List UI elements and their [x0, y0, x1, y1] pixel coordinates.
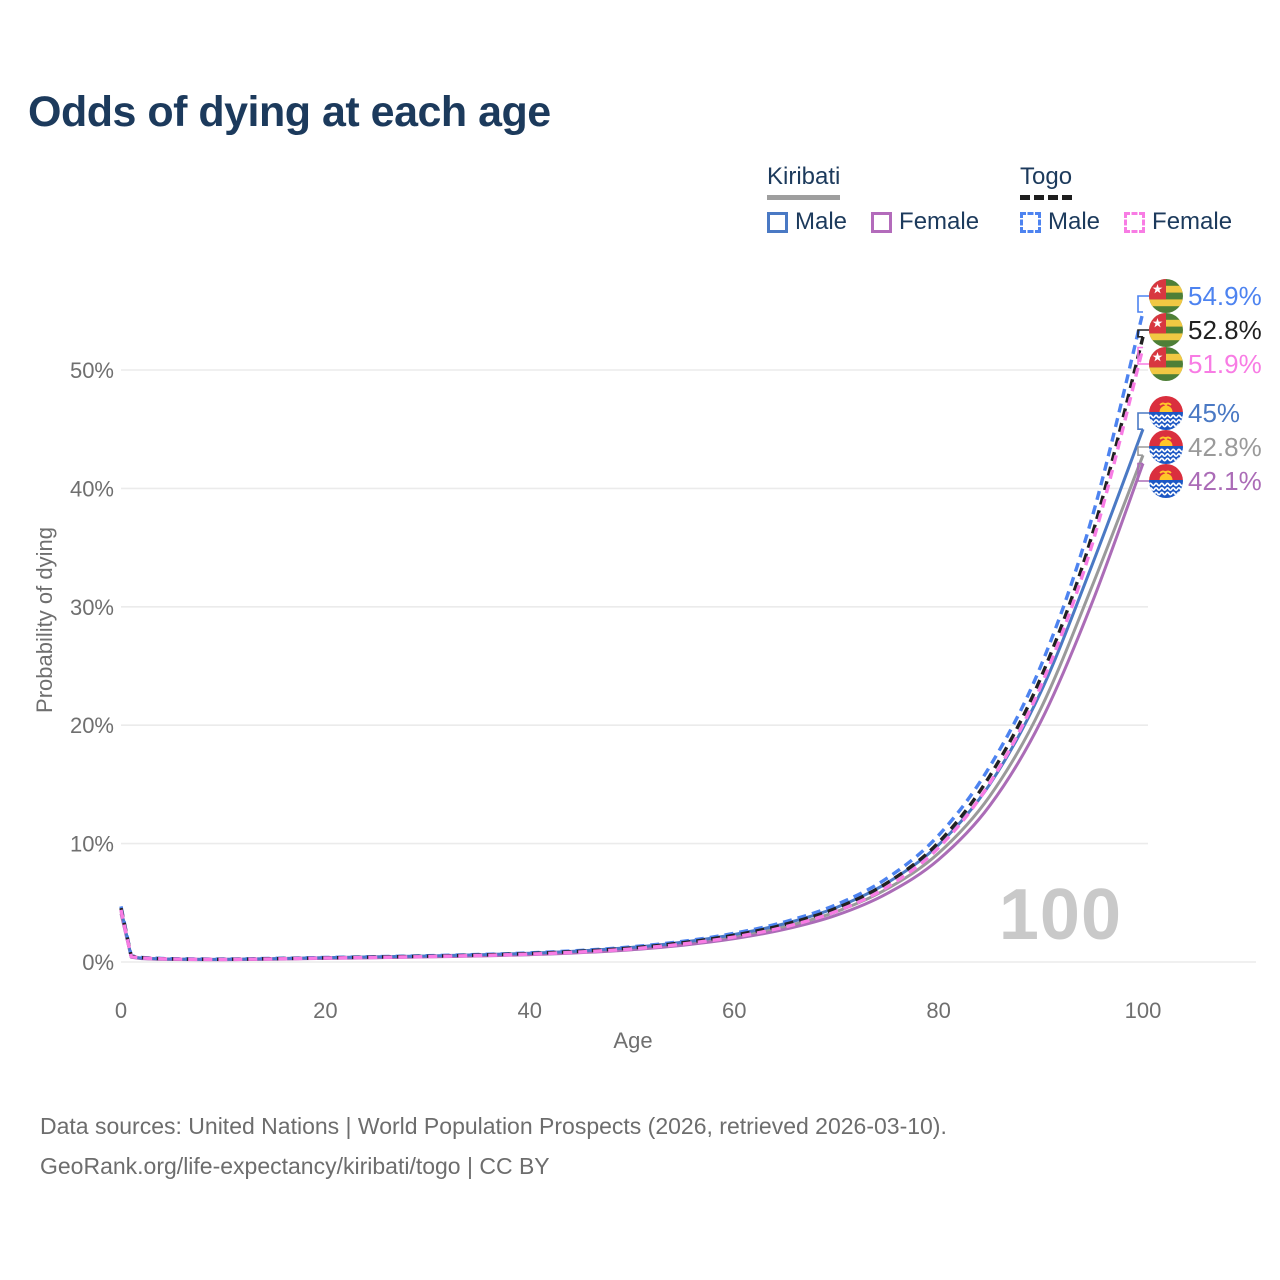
- series-line-togo-male[interactable]: [119, 311, 1145, 961]
- footer: Data sources: United Nations | World Pop…: [40, 1106, 947, 1186]
- y-tick-label: 10%: [70, 832, 114, 857]
- legend-item-kiribati-female[interactable]: Female: [871, 208, 979, 236]
- kiribati-flag-icon: [1149, 464, 1183, 498]
- x-tick-label: 20: [313, 998, 337, 1023]
- y-tick-label: 20%: [70, 713, 114, 738]
- y-tick-label: 40%: [70, 476, 114, 501]
- endpoint-label-togo-male: 54.9%: [1149, 279, 1262, 313]
- endpoint-label-kiribati-both: 42.8%: [1149, 430, 1262, 464]
- leader-line: [1137, 462, 1149, 482]
- kiribati-flag-icon: [1149, 430, 1183, 464]
- x-axis-title: Age: [613, 1028, 652, 1053]
- togo-flag-icon: [1149, 313, 1183, 347]
- x-tick-label: 60: [722, 998, 746, 1023]
- leader-line: [1137, 446, 1149, 456]
- legend-group-kiribati: Kiribati Male Female: [767, 163, 979, 236]
- leader-line: [1137, 295, 1149, 313]
- legend-country-togo[interactable]: Togo: [1020, 163, 1073, 200]
- leader-line: [1137, 346, 1149, 365]
- endpoint-label-togo-both: 52.8%: [1149, 313, 1262, 347]
- leader-line: [1137, 412, 1149, 430]
- endpoint-value: 52.8%: [1188, 314, 1262, 345]
- x-tick-label: 100: [1125, 998, 1162, 1023]
- endpoint-label-kiribati-male: 45%: [1149, 396, 1240, 430]
- legend-label-togo-female: Female: [1152, 208, 1233, 235]
- endpoint-label-togo-female: 51.9%: [1149, 347, 1262, 381]
- legend-label-kiribati-male: Male: [795, 208, 848, 235]
- x-tick-label: 40: [518, 998, 542, 1023]
- y-tick-label: 50%: [70, 358, 114, 383]
- y-tick-label: 0%: [82, 950, 114, 975]
- legend-item-kiribati-male[interactable]: Male: [767, 208, 847, 236]
- legend-item-togo-female[interactable]: Female: [1124, 208, 1232, 236]
- footer-sources: Data sources: United Nations | World Pop…: [40, 1113, 947, 1139]
- y-axis-title: Probability of dying: [32, 527, 57, 713]
- legend-label-togo-male: Male: [1048, 208, 1101, 235]
- endpoint-value: 45%: [1188, 397, 1241, 428]
- endpoint-label-kiribati-female: 42.1%: [1149, 464, 1262, 498]
- legend-label-kiribati-female: Female: [899, 208, 980, 235]
- kiribati-male-swatch-icon: [767, 211, 788, 233]
- kiribati-female-swatch-icon: [871, 211, 893, 233]
- togo-flag-icon: [1149, 279, 1183, 313]
- leader-line: [1137, 329, 1149, 338]
- endpoint-value: 54.9%: [1188, 280, 1262, 311]
- x-tick-label: 0: [115, 998, 127, 1023]
- y-tick-label: 30%: [70, 595, 114, 620]
- x-tick-label: 80: [926, 998, 950, 1023]
- series-line-togo-both-sexes[interactable]: [119, 336, 1145, 961]
- series-line-togo-female[interactable]: [119, 347, 1145, 962]
- footer-link: GeoRank.org/life-expectancy/kiribati/tog…: [40, 1153, 550, 1179]
- togo-male-swatch-icon: [1020, 211, 1041, 233]
- endpoint-value: 51.9%: [1188, 348, 1262, 379]
- endpoint-value: 42.1%: [1188, 465, 1262, 496]
- legend-country-kiribati[interactable]: Kiribati: [767, 163, 841, 200]
- kiribati-flag-icon: [1149, 396, 1183, 430]
- legend-group-togo: Togo Male Female: [1020, 163, 1232, 236]
- age-watermark: 100: [998, 875, 1122, 955]
- togo-female-swatch-icon: [1124, 211, 1146, 233]
- legend-item-togo-male[interactable]: Male: [1020, 208, 1100, 236]
- togo-flag-icon: [1149, 347, 1183, 381]
- page-title: Odds of dying at each age: [28, 88, 551, 136]
- endpoint-value: 42.8%: [1188, 431, 1262, 462]
